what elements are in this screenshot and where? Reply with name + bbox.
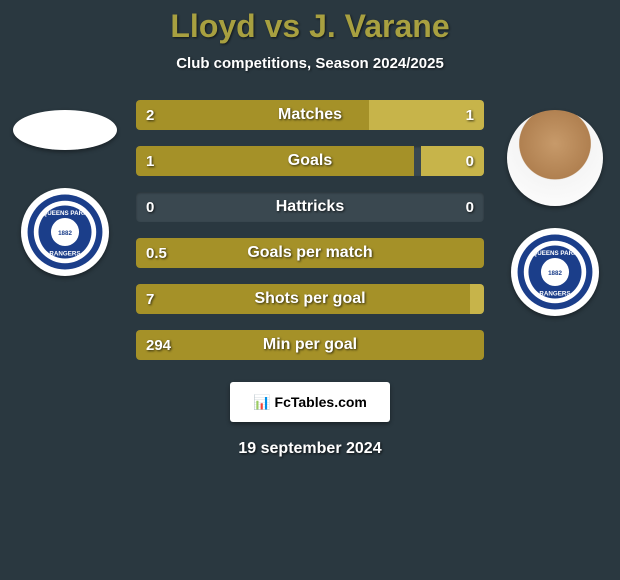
stat-bar-track bbox=[136, 330, 484, 360]
stat-bar-left bbox=[136, 238, 484, 268]
svg-text:1882: 1882 bbox=[58, 230, 72, 237]
stat-row: Goals10 bbox=[136, 146, 484, 176]
stat-bar-gap bbox=[414, 146, 421, 176]
left-player-column: QUEENS PARK RANGERS 1882 bbox=[0, 100, 130, 376]
stat-row: Shots per goal7 bbox=[136, 284, 484, 314]
stat-row: Min per goal294 bbox=[136, 330, 484, 360]
stat-row: Goals per match0.5 bbox=[136, 238, 484, 268]
main-row: QUEENS PARK RANGERS 1882 Matches21 Goals1… bbox=[0, 100, 620, 376]
qpr-badge-icon: QUEENS PARK RANGERS 1882 bbox=[516, 233, 594, 311]
svg-text:QUEENS PARK: QUEENS PARK bbox=[42, 210, 88, 217]
stat-bar-track bbox=[136, 284, 484, 314]
watermark-badge[interactable]: 📊 FcTables.com bbox=[230, 382, 390, 422]
player-left-avatar bbox=[13, 110, 117, 150]
stat-bar-gap bbox=[136, 192, 484, 222]
stat-bar-track bbox=[136, 238, 484, 268]
stat-bar-track bbox=[136, 146, 484, 176]
stat-bar-track bbox=[136, 192, 484, 222]
watermark-text: FcTables.com bbox=[275, 394, 367, 410]
stat-bar-right bbox=[369, 100, 484, 130]
svg-text:QUEENS PARK: QUEENS PARK bbox=[532, 250, 578, 257]
chart-icon: 📊 bbox=[253, 394, 270, 411]
stats-bars: Matches21 Goals10 Hattricks00 Goals per mat… bbox=[130, 100, 490, 376]
svg-text:RANGERS: RANGERS bbox=[49, 250, 80, 257]
comparison-widget: Lloyd vs J. Varane Club competitions, Se… bbox=[0, 0, 620, 458]
player-right-club-badge: QUEENS PARK RANGERS 1882 bbox=[511, 228, 599, 316]
stat-bar-left bbox=[136, 146, 414, 176]
stat-row: Matches21 bbox=[136, 100, 484, 130]
player-right-avatar bbox=[507, 110, 603, 206]
stat-bar-right bbox=[470, 284, 484, 314]
stat-bar-right bbox=[421, 146, 484, 176]
player-left-club-badge: QUEENS PARK RANGERS 1882 bbox=[21, 188, 109, 276]
snapshot-date: 19 september 2024 bbox=[0, 440, 620, 458]
page-title: Lloyd vs J. Varane bbox=[0, 8, 620, 45]
stat-bar-left bbox=[136, 330, 484, 360]
svg-text:1882: 1882 bbox=[548, 270, 562, 277]
svg-text:RANGERS: RANGERS bbox=[539, 290, 570, 297]
stat-row: Hattricks00 bbox=[136, 192, 484, 222]
qpr-badge-icon: QUEENS PARK RANGERS 1882 bbox=[26, 193, 104, 271]
stat-bar-left bbox=[136, 284, 470, 314]
stat-bar-track bbox=[136, 100, 484, 130]
page-subtitle: Club competitions, Season 2024/2025 bbox=[0, 55, 620, 72]
right-player-column: QUEENS PARK RANGERS 1882 bbox=[490, 100, 620, 376]
stat-bar-left bbox=[136, 100, 369, 130]
